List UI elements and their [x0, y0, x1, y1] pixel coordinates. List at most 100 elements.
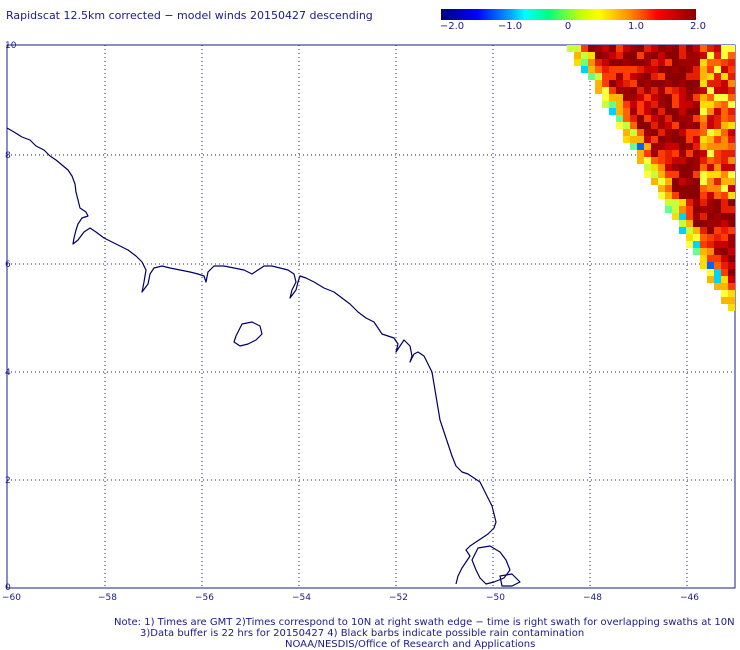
swath-cell	[644, 122, 651, 129]
swath-cell	[588, 73, 595, 80]
swath-cell	[637, 59, 644, 66]
swath-cell	[672, 150, 679, 157]
swath-cell	[714, 115, 721, 122]
swath-cell	[630, 73, 637, 80]
swath-cell	[721, 255, 728, 262]
swath-cell	[686, 213, 693, 220]
swath-cell	[728, 213, 735, 220]
colorbar-label-zero: 0	[564, 21, 572, 32]
swath-cell	[679, 206, 686, 213]
swath-cell	[630, 59, 637, 66]
swath-cell	[714, 192, 721, 199]
swath-cell	[665, 122, 672, 129]
swath-cell	[637, 129, 644, 136]
swath-cell	[623, 59, 630, 66]
swath-cell	[637, 101, 644, 108]
swath-cell	[686, 178, 693, 185]
swath-cell	[686, 115, 693, 122]
swath-cell	[693, 94, 700, 101]
swath-cell	[693, 143, 700, 150]
swath-cell	[644, 115, 651, 122]
swath-cell	[728, 290, 735, 297]
swath-cell	[686, 143, 693, 150]
swath-cell	[721, 94, 728, 101]
swath-cell	[644, 143, 651, 150]
swath-cell	[679, 143, 686, 150]
swath-cell	[616, 115, 623, 122]
swath-cell	[623, 122, 630, 129]
swath-cell	[609, 87, 616, 94]
swath-cell	[700, 164, 707, 171]
swath-cell	[707, 199, 714, 206]
swath-cell	[707, 108, 714, 115]
swath-cell	[679, 185, 686, 192]
swath-cell	[672, 185, 679, 192]
swath-cell	[665, 185, 672, 192]
map-title: Rapidscat 12.5km corrected − model winds…	[6, 9, 373, 22]
swath-cell	[644, 164, 651, 171]
swath-cell	[714, 234, 721, 241]
swath-cell	[721, 157, 728, 164]
swath-cell	[728, 45, 735, 52]
swath-cell	[728, 248, 735, 255]
swath-cell	[679, 199, 686, 206]
swath-cell	[693, 241, 700, 248]
swath-cell	[665, 45, 672, 52]
swath-cell	[623, 45, 630, 52]
swath-cell	[707, 192, 714, 199]
swath-cell	[665, 73, 672, 80]
lat-label-8: 8	[5, 151, 11, 161]
swath-cell	[707, 66, 714, 73]
swath-cell	[728, 269, 735, 276]
swath-cell	[693, 213, 700, 220]
swath-cell	[693, 115, 700, 122]
swath-cell	[721, 164, 728, 171]
swath-cell	[630, 52, 637, 59]
swath-cell	[651, 150, 658, 157]
swath-cell	[616, 59, 623, 66]
swath-cell	[714, 122, 721, 129]
swath-cell	[658, 94, 665, 101]
swath-cell	[686, 199, 693, 206]
swath-cell	[693, 73, 700, 80]
swath-cell	[637, 157, 644, 164]
swath-cell	[693, 87, 700, 94]
lon-label-58: −58	[98, 593, 117, 603]
swath-cell	[609, 73, 616, 80]
swath-cell	[630, 101, 637, 108]
swath-cell	[721, 52, 728, 59]
swath-cell	[658, 80, 665, 87]
swath-cell	[644, 108, 651, 115]
swath-cell	[658, 164, 665, 171]
swath-cell	[644, 80, 651, 87]
swath-cell	[658, 157, 665, 164]
swath-cell	[700, 185, 707, 192]
swath-cell	[686, 45, 693, 52]
swath-cell	[630, 115, 637, 122]
swath-cell	[651, 45, 658, 52]
swath-cell	[700, 227, 707, 234]
swath-cell	[721, 178, 728, 185]
swath-cell	[686, 59, 693, 66]
swath-cell	[707, 59, 714, 66]
swath-cell	[700, 255, 707, 262]
swath-cell	[707, 227, 714, 234]
swath-cell	[707, 101, 714, 108]
swath-cell	[581, 52, 588, 59]
swath-cell	[623, 80, 630, 87]
swath-cell	[595, 80, 602, 87]
swath-cell	[700, 101, 707, 108]
swath-cell	[700, 213, 707, 220]
swath-cell	[672, 129, 679, 136]
swath-cell	[693, 129, 700, 136]
map-frame	[6, 44, 736, 589]
swath-cell	[672, 66, 679, 73]
swath-cell	[630, 45, 637, 52]
swath-cell	[707, 276, 714, 283]
swath-cell	[623, 115, 630, 122]
swath-cell	[721, 59, 728, 66]
swath-cell	[721, 73, 728, 80]
lon-label-54: −54	[292, 593, 311, 603]
swath-cell	[700, 150, 707, 157]
swath-cell	[714, 101, 721, 108]
